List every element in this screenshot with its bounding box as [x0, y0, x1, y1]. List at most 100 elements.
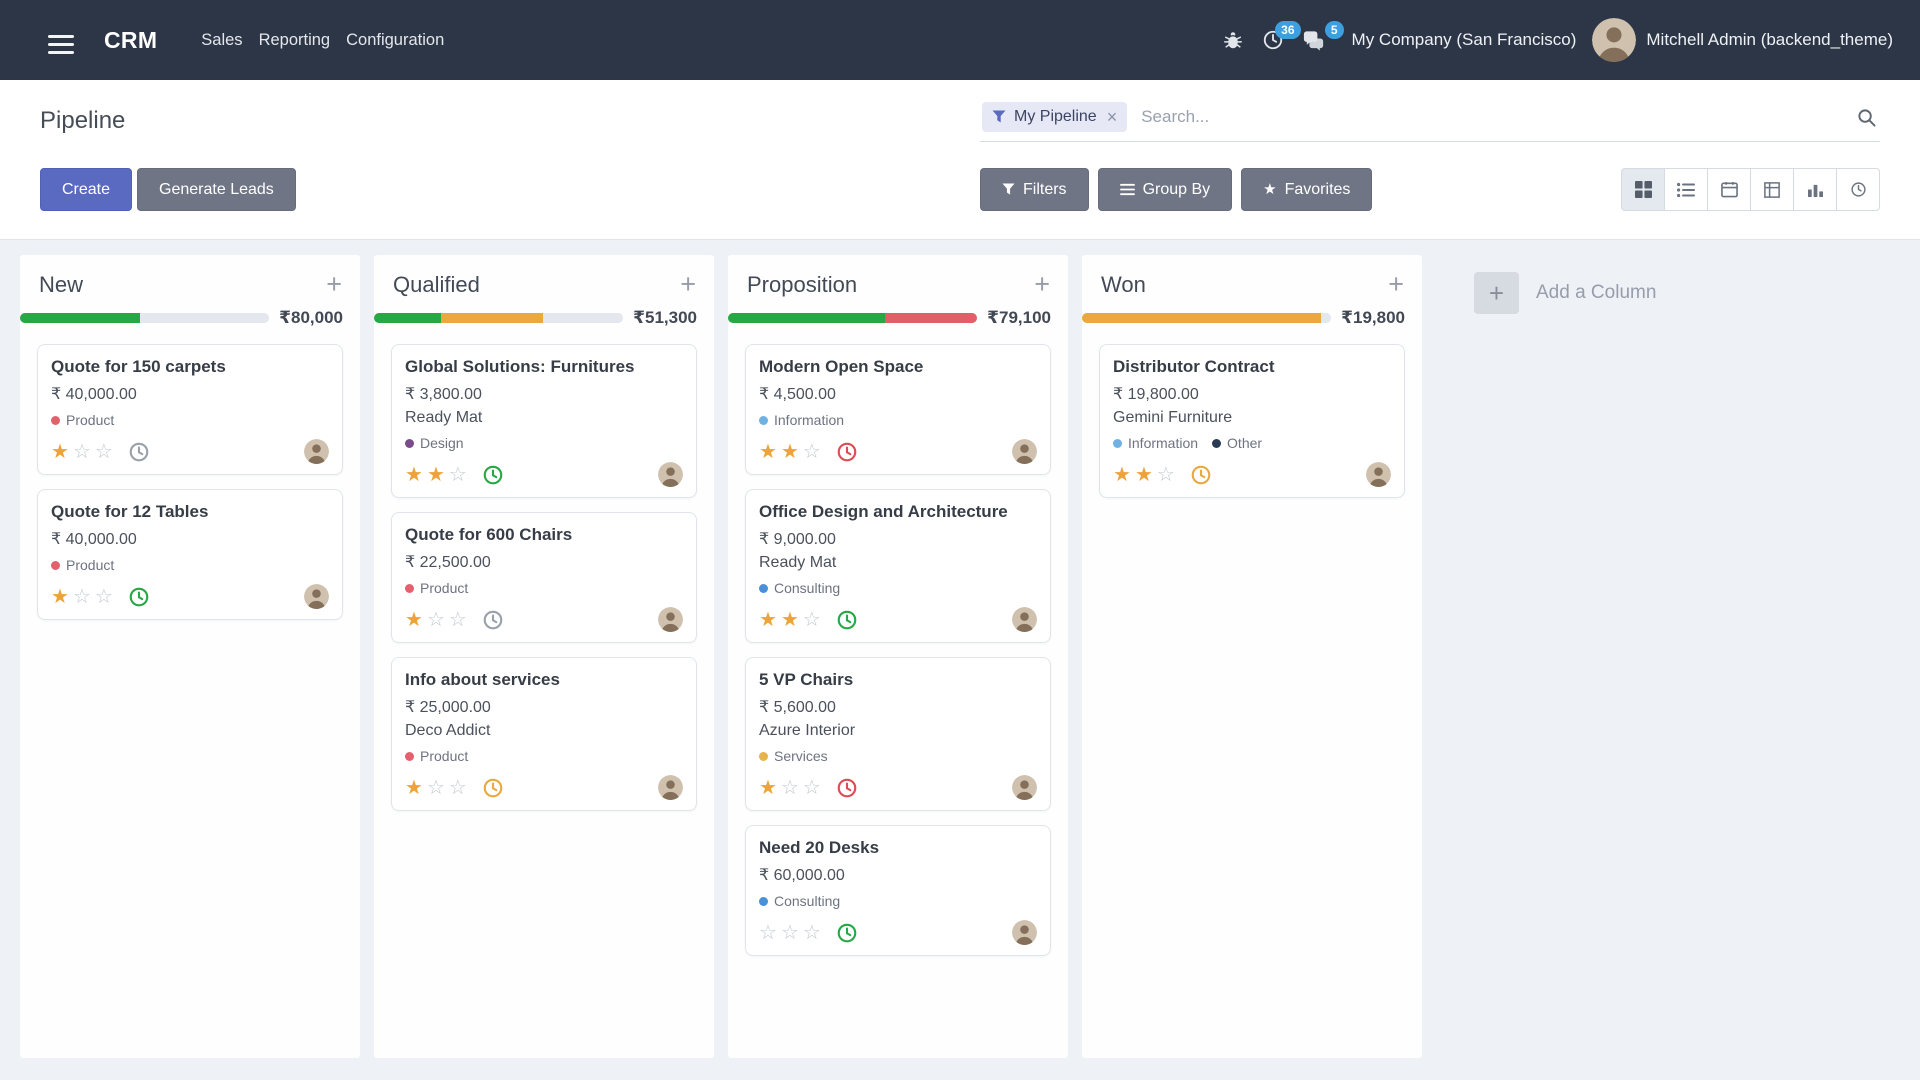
star-icon[interactable]: ★: [759, 608, 777, 631]
star-icon[interactable]: ★: [759, 776, 777, 799]
kanban-card[interactable]: Quote for 12 Tables ₹ 40,000.00 Product ★ ☆ ☆: [37, 489, 343, 621]
card-avatar[interactable]: [304, 584, 329, 610]
view-graph-button[interactable]: [1793, 168, 1837, 212]
star-icon[interactable]: ☆: [802, 440, 821, 463]
card-avatar[interactable]: [1012, 920, 1037, 946]
star-icon[interactable]: ☆: [72, 585, 91, 608]
star-icon[interactable]: ☆: [448, 608, 467, 631]
progress-segment[interactable]: [20, 313, 140, 324]
kanban-card[interactable]: Global Solutions: Furnitures ₹ 3,800.00 Re…: [391, 344, 697, 499]
star-icon[interactable]: ★: [51, 585, 69, 608]
company-switcher[interactable]: My Company (San Francisco): [1351, 30, 1577, 49]
star-icon[interactable]: ★: [1113, 463, 1131, 486]
star-icon[interactable]: ☆: [780, 776, 799, 799]
star-icon[interactable]: ☆: [780, 921, 799, 944]
messages-button[interactable]: 5: [1293, 21, 1344, 57]
star-icon[interactable]: ☆: [426, 776, 445, 799]
apps-menu-button[interactable]: [40, 18, 82, 62]
card-avatar[interactable]: [658, 775, 683, 801]
column-add-button[interactable]: +: [326, 269, 342, 300]
activity-clock-icon[interactable]: [837, 778, 857, 798]
column-add-button[interactable]: +: [1388, 269, 1404, 300]
star-icon[interactable]: ★: [780, 440, 799, 463]
activity-clock-icon[interactable]: [837, 923, 857, 943]
star-icon[interactable]: ☆: [426, 608, 445, 631]
activity-clock-icon[interactable]: [483, 610, 503, 630]
add-column-label[interactable]: Add a Column: [1536, 282, 1657, 304]
kanban-card[interactable]: Distributor Contract ₹ 19,800.00 Gemini Fu…: [1099, 344, 1405, 499]
search-facet[interactable]: My Pipeline ×: [982, 102, 1128, 132]
card-avatar[interactable]: [1012, 775, 1037, 801]
group-by-button[interactable]: Group By: [1097, 168, 1233, 212]
card-avatar[interactable]: [1366, 462, 1391, 488]
card-avatar[interactable]: [304, 439, 329, 465]
card-avatar[interactable]: [1012, 439, 1037, 465]
activity-clock-icon[interactable]: [1191, 465, 1211, 485]
view-calendar-button[interactable]: [1707, 168, 1751, 212]
star-icon[interactable]: ★: [405, 463, 423, 486]
activities-button[interactable]: 36: [1253, 21, 1301, 57]
progress-segment[interactable]: [884, 313, 978, 324]
filters-button[interactable]: Filters: [980, 168, 1089, 212]
column-add-button[interactable]: +: [680, 269, 696, 300]
search-icon[interactable]: [1857, 108, 1876, 127]
star-icon[interactable]: ☆: [759, 921, 777, 944]
view-pivot-button[interactable]: [1750, 168, 1794, 212]
activity-clock-icon[interactable]: [129, 442, 149, 462]
star-icon[interactable]: ☆: [94, 440, 113, 463]
star-icon[interactable]: ★: [51, 440, 69, 463]
user-avatar[interactable]: [1592, 18, 1637, 62]
progress-segment[interactable]: [441, 313, 544, 324]
star-icon[interactable]: ☆: [94, 585, 113, 608]
activity-clock-icon[interactable]: [129, 587, 149, 607]
view-list-button[interactable]: [1664, 168, 1708, 212]
star-icon[interactable]: ☆: [448, 776, 467, 799]
activity-clock-icon[interactable]: [837, 610, 857, 630]
column-add-button[interactable]: +: [1034, 269, 1050, 300]
star-icon[interactable]: ★: [780, 608, 799, 631]
star-icon[interactable]: ★: [759, 440, 777, 463]
progress-segment[interactable]: [374, 313, 442, 324]
progress-segment[interactable]: [543, 313, 624, 324]
view-activity-button[interactable]: [1836, 168, 1880, 212]
kanban-card[interactable]: Office Design and Architecture ₹ 9,000.00…: [745, 489, 1051, 644]
create-button[interactable]: Create: [40, 168, 133, 212]
progress-segment[interactable]: [1321, 313, 1332, 324]
menu-reporting[interactable]: Reporting: [258, 30, 331, 49]
star-icon[interactable]: ★: [405, 776, 423, 799]
progress-segment[interactable]: [1082, 313, 1322, 324]
star-icon[interactable]: ★: [405, 608, 423, 631]
app-brand[interactable]: CRM: [104, 26, 158, 53]
menu-sales[interactable]: Sales: [201, 30, 243, 49]
search-input[interactable]: [1139, 106, 1845, 128]
debug-bug-icon[interactable]: [1213, 23, 1253, 57]
kanban-card[interactable]: 5 VP Chairs ₹ 5,600.00 Azure Interior Servi…: [745, 657, 1051, 812]
star-icon[interactable]: ★: [426, 463, 445, 486]
kanban-card[interactable]: Info about services ₹ 25,000.00 Deco Addic…: [391, 657, 697, 812]
activity-clock-icon[interactable]: [837, 442, 857, 462]
star-icon[interactable]: ☆: [72, 440, 91, 463]
user-menu[interactable]: Mitchell Admin (backend_theme): [1646, 30, 1893, 49]
kanban-card[interactable]: Need 20 Desks ₹ 60,000.00 Consulting ☆ ☆ ☆: [745, 825, 1051, 957]
facet-remove-icon[interactable]: ×: [1106, 107, 1118, 127]
generate-leads-button[interactable]: Generate Leads: [137, 168, 296, 212]
kanban-card[interactable]: Quote for 150 carpets ₹ 40,000.00 Product ★…: [37, 344, 343, 476]
star-icon[interactable]: ☆: [1156, 463, 1175, 486]
kanban-card[interactable]: Quote for 600 Chairs ₹ 22,500.00 Product ★ ☆…: [391, 512, 697, 644]
activity-clock-icon[interactable]: [483, 465, 503, 485]
card-avatar[interactable]: [1012, 607, 1037, 633]
progress-segment[interactable]: [139, 313, 270, 324]
star-icon[interactable]: ☆: [802, 608, 821, 631]
star-icon[interactable]: ☆: [802, 776, 821, 799]
kanban-card[interactable]: Modern Open Space ₹ 4,500.00 Information ★ ★…: [745, 344, 1051, 476]
view-kanban-button[interactable]: [1621, 168, 1665, 212]
card-avatar[interactable]: [658, 607, 683, 633]
card-avatar[interactable]: [658, 462, 683, 488]
progress-segment[interactable]: [728, 313, 885, 324]
star-icon[interactable]: ☆: [802, 921, 821, 944]
activity-clock-icon[interactable]: [483, 778, 503, 798]
star-icon[interactable]: ★: [1134, 463, 1153, 486]
star-icon[interactable]: ☆: [448, 463, 467, 486]
add-column-button[interactable]: +: [1474, 272, 1519, 315]
menu-configuration[interactable]: Configuration: [346, 30, 445, 49]
